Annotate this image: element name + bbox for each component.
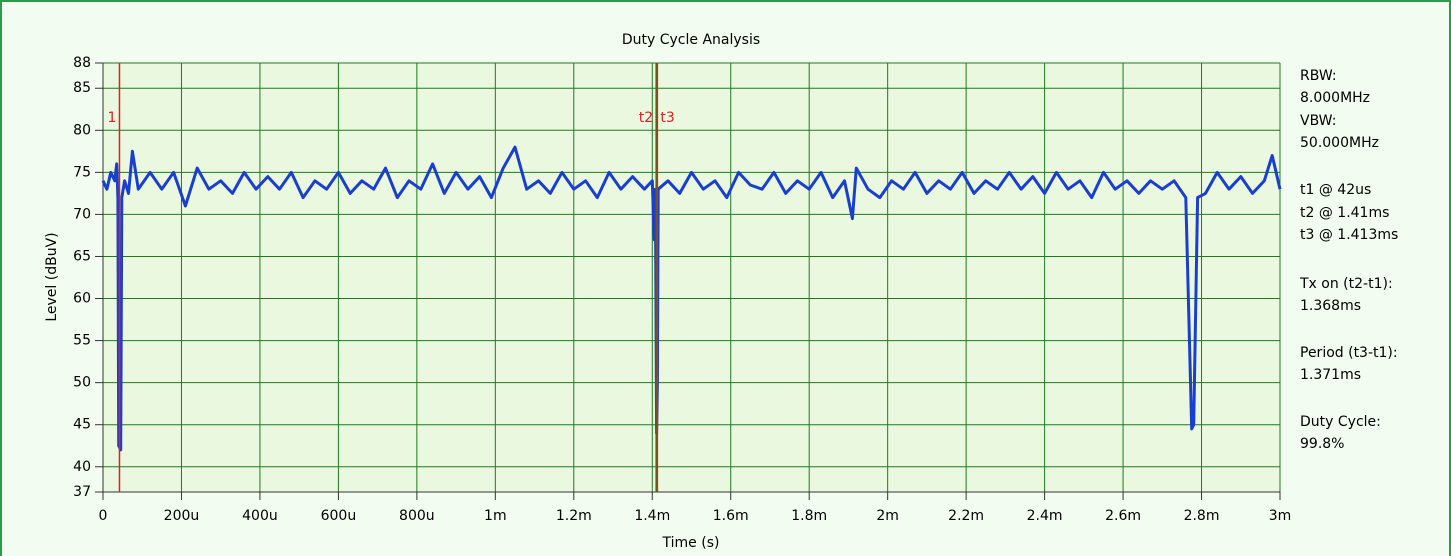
x-tick-label: 200u [164,508,200,524]
info-text: RBW: [1300,68,1337,84]
info-text: 1.371ms [1300,367,1361,383]
x-tick-label: 800u [399,508,435,524]
y-tick-label: 50 [73,375,91,391]
x-tick-label: 2.6m [1105,508,1141,524]
info-text: t1 @ 42us [1300,182,1371,198]
x-tick-label: 1.8m [791,508,827,524]
y-tick-label: 70 [73,206,91,222]
x-axis-label: Time (s) [662,535,720,551]
info-text: Tx on (t2-t1): [1299,276,1393,292]
info-text: 50.000MHz [1300,135,1379,151]
y-tick-label: 55 [73,333,91,349]
info-text: t2 @ 1.41ms [1300,205,1389,221]
x-tick-label: 2.8m [1184,508,1220,524]
marker-label: 1 [108,110,117,126]
info-text: 1.368ms [1300,298,1361,314]
x-tick-label: 3m [1269,508,1292,524]
x-tick-label: 2.4m [1027,508,1063,524]
x-tick-label: 600u [321,508,357,524]
x-tick-label: 400u [242,508,278,524]
x-tick-label: 0 [99,508,108,524]
y-tick-label: 80 [73,122,91,138]
info-text: t3 @ 1.413ms [1300,227,1398,243]
x-tick-label: 1.2m [556,508,592,524]
x-tick-label: 1.4m [634,508,670,524]
y-tick-label: 60 [73,291,91,307]
info-text: Duty Cycle: [1300,414,1381,430]
y-tick-label: 40 [73,459,91,475]
x-tick-label: 2.2m [948,508,984,524]
x-tick-label: 1.6m [713,508,749,524]
info-text: 99.8% [1300,436,1344,452]
y-tick-label: 37 [73,484,91,500]
x-tick-label: 1m [484,508,507,524]
y-tick-label: 88 [73,55,91,71]
info-text: VBW: [1300,113,1336,129]
y-tick-label: 75 [73,164,91,180]
y-tick-label: 65 [73,248,91,264]
chart-title: Duty Cycle Analysis [622,32,760,48]
plot-area [103,63,1280,492]
y-tick-label: 85 [73,80,91,96]
info-text: Period (t3-t1): [1300,345,1398,361]
info-text: 8.000MHz [1300,90,1370,106]
marker-label: t3 [660,110,674,126]
x-tick-label: 2m [876,508,899,524]
y-axis-label: Level (dBuV) [44,232,60,321]
marker-label: t2 [639,110,653,126]
y-tick-label: 45 [73,417,91,433]
